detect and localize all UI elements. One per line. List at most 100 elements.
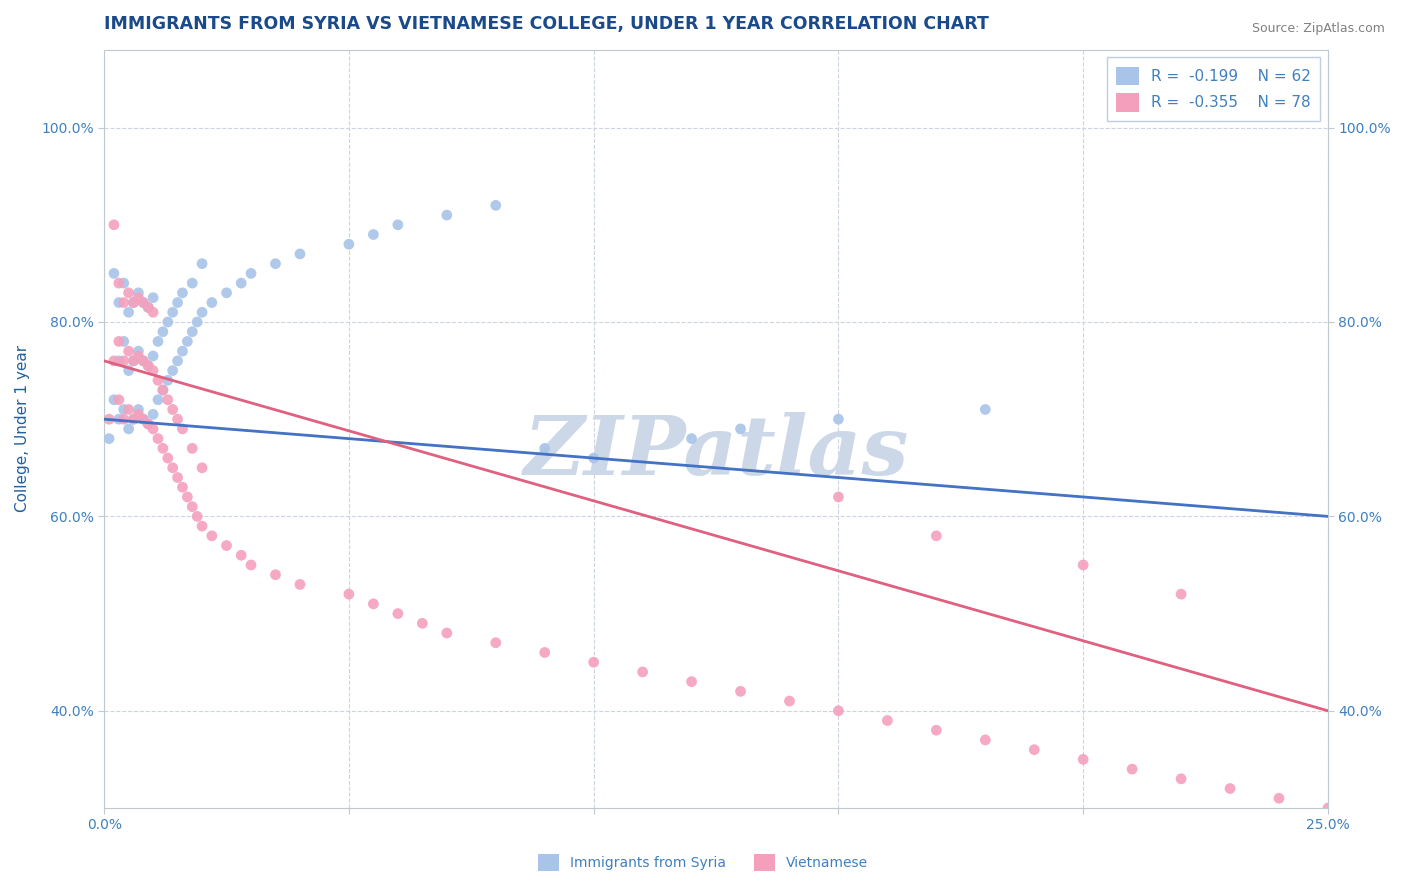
Point <box>156 392 179 407</box>
Point <box>152 325 174 339</box>
Point <box>1121 762 1143 776</box>
Point <box>974 402 997 417</box>
Point <box>533 645 555 659</box>
Point <box>1316 801 1339 815</box>
Point <box>231 548 253 562</box>
Point <box>122 412 145 426</box>
Point <box>1024 742 1046 756</box>
Point <box>363 597 385 611</box>
Point <box>264 257 287 271</box>
Point <box>142 291 165 305</box>
Point <box>108 334 131 349</box>
Point <box>1219 781 1241 796</box>
Point <box>181 500 204 514</box>
Point <box>485 198 508 212</box>
Point <box>152 383 174 397</box>
Point <box>191 519 214 533</box>
Point <box>112 402 135 417</box>
Point <box>876 714 898 728</box>
Point <box>231 276 253 290</box>
Point <box>152 383 174 397</box>
Point <box>142 363 165 377</box>
Point <box>162 460 184 475</box>
Point <box>186 509 208 524</box>
Point <box>112 412 135 426</box>
Point <box>112 334 135 349</box>
Point <box>142 407 165 421</box>
Point <box>108 354 131 368</box>
Point <box>240 558 263 572</box>
Point <box>1071 752 1094 766</box>
Point <box>127 349 149 363</box>
Point <box>108 295 131 310</box>
Point <box>363 227 385 242</box>
Point <box>172 344 194 359</box>
Point <box>117 285 139 300</box>
Point <box>181 325 204 339</box>
Legend: R =  -0.199    N = 62, R =  -0.355    N = 78: R = -0.199 N = 62, R = -0.355 N = 78 <box>1107 57 1320 120</box>
Point <box>122 412 145 426</box>
Point <box>122 354 145 368</box>
Point <box>112 354 135 368</box>
Point <box>112 295 135 310</box>
Point <box>146 432 169 446</box>
Legend: Immigrants from Syria, Vietnamese: Immigrants from Syria, Vietnamese <box>533 848 873 876</box>
Point <box>127 285 149 300</box>
Point <box>98 412 121 426</box>
Point <box>162 363 184 377</box>
Text: IMMIGRANTS FROM SYRIA VS VIETNAMESE COLLEGE, UNDER 1 YEAR CORRELATION CHART: IMMIGRANTS FROM SYRIA VS VIETNAMESE COLL… <box>104 15 988 33</box>
Point <box>191 257 214 271</box>
Point <box>156 315 179 329</box>
Point <box>166 412 188 426</box>
Point <box>122 295 145 310</box>
Point <box>142 305 165 319</box>
Point <box>156 451 179 466</box>
Point <box>827 704 849 718</box>
Point <box>181 276 204 290</box>
Point <box>631 665 654 679</box>
Point <box>152 442 174 456</box>
Point <box>730 684 752 698</box>
Point <box>117 305 139 319</box>
Point <box>166 295 188 310</box>
Point <box>103 266 125 280</box>
Point <box>436 626 458 640</box>
Point <box>264 567 287 582</box>
Point <box>108 276 131 290</box>
Point <box>215 285 238 300</box>
Point <box>127 344 149 359</box>
Point <box>240 266 263 280</box>
Point <box>142 422 165 436</box>
Point <box>127 407 149 421</box>
Point <box>201 529 224 543</box>
Point <box>186 315 208 329</box>
Point <box>127 291 149 305</box>
Point <box>136 301 159 315</box>
Point <box>132 295 155 310</box>
Point <box>166 470 188 484</box>
Point <box>117 422 139 436</box>
Point <box>191 305 214 319</box>
Point <box>117 363 139 377</box>
Point <box>127 402 149 417</box>
Point <box>387 218 409 232</box>
Point <box>132 412 155 426</box>
Point <box>172 422 194 436</box>
Point <box>387 607 409 621</box>
Point <box>411 616 433 631</box>
Point <box>108 412 131 426</box>
Point <box>974 733 997 747</box>
Y-axis label: College, Under 1 year: College, Under 1 year <box>15 345 30 513</box>
Point <box>582 451 605 466</box>
Point <box>288 577 311 591</box>
Point <box>142 349 165 363</box>
Point <box>132 295 155 310</box>
Point <box>191 460 214 475</box>
Point <box>172 480 194 494</box>
Point <box>103 218 125 232</box>
Point <box>436 208 458 222</box>
Point <box>146 392 169 407</box>
Point <box>132 412 155 426</box>
Point <box>925 723 948 738</box>
Text: Source: ZipAtlas.com: Source: ZipAtlas.com <box>1251 22 1385 36</box>
